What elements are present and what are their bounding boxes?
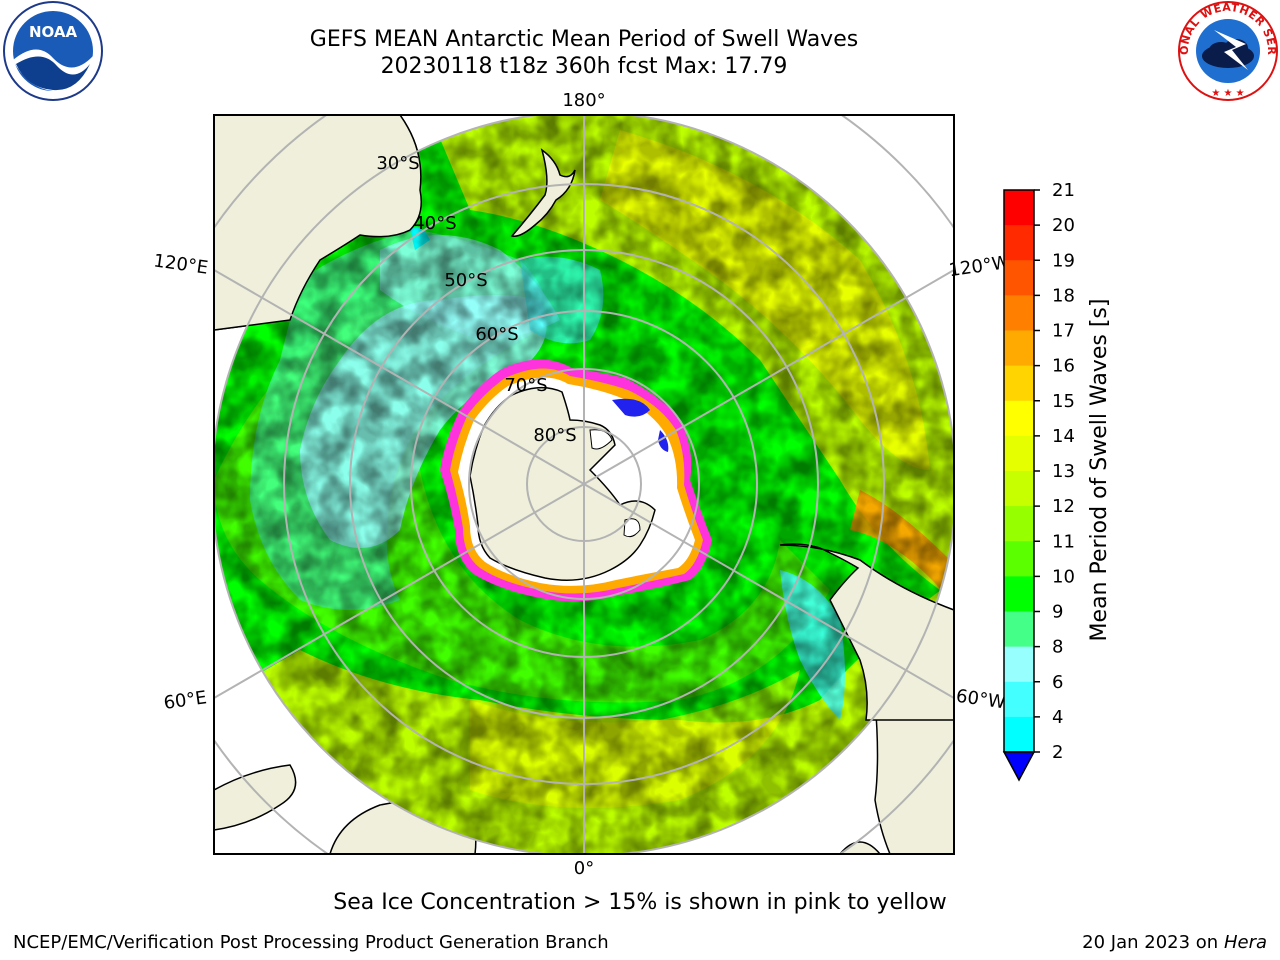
colorbar-bin (1004, 435, 1034, 472)
colorbar-bin (1004, 330, 1034, 367)
colorbar-tick-label: 18 (1052, 285, 1075, 306)
lon-label-60w: 60°W (955, 686, 1007, 714)
antarctica (440, 359, 712, 602)
colorbar-tick-label: 2 (1052, 742, 1063, 763)
colorbar-bin (1004, 716, 1034, 753)
colorbar-bin (1004, 400, 1034, 437)
colorbar-bin (1004, 611, 1034, 648)
colorbar-tick-label: 17 (1052, 321, 1075, 342)
lon-label-120w: 120°W (947, 252, 1011, 281)
colorbar-bin (1004, 471, 1034, 507)
footer-machine: Hera (1223, 932, 1267, 953)
lon-label-60e: 60°E (162, 687, 208, 714)
colorbar-bin (1004, 365, 1034, 402)
lat-label-30s: 30°S (376, 153, 419, 174)
colorbar-extension (1002, 751, 1036, 782)
nws-logo-icon: NATIONAL WEATHER SERVICE ★ ★ ★ (1176, 0, 1278, 101)
footer-date-text: 20 Jan 2023 on (1082, 932, 1224, 953)
graticule (214, 115, 954, 854)
map-frame (213, 114, 955, 855)
colorbar-tick-label: 14 (1052, 426, 1075, 447)
lat-label-80s: 80°S (533, 425, 576, 446)
colorbar-bin (1004, 260, 1034, 296)
colorbar-tick-label: 8 (1052, 637, 1063, 658)
lat-label-40s: 40°S (413, 213, 456, 234)
footer-producer: NCEP/EMC/Verification Post Processing Pr… (13, 932, 609, 953)
colorbar-bin (1004, 225, 1034, 261)
noaa-logo-text: NOAA (29, 23, 78, 41)
colorbar-tick-label: 12 (1052, 496, 1075, 517)
coastline-land (214, 115, 954, 721)
colorbar-bin (1004, 506, 1034, 542)
colorbar-tick-label: 11 (1052, 531, 1075, 552)
footer-date: 20 Jan 2023 on Hera (1082, 932, 1267, 953)
colorbar-label: Mean Period of Swell Waves [s] (1087, 299, 1112, 642)
colorbar-bin (1004, 541, 1034, 577)
colorbar-tick-label: 4 (1052, 707, 1063, 728)
colorbar: 21 20 19 18 17 16 15 14 13 12 11 10 9 8 6 4 2 (1002, 180, 1075, 782)
lat-label-70s: 70°S (504, 375, 547, 396)
colorbar-tick-label: 21 (1052, 180, 1075, 201)
colorbar-tick-label: 13 (1052, 461, 1075, 482)
colorbar-tick-label: 19 (1052, 250, 1075, 271)
sea-ice-note: Sea Ice Concentration > 15% is shown in … (333, 890, 947, 915)
colorbar-tick-label: 16 (1052, 356, 1075, 377)
map-subtitle: 20230118 t18z 360h fcst Max: 17.79 (380, 54, 788, 79)
lon-label-120e: 120°E (152, 250, 209, 278)
colorbar-bin (1004, 681, 1034, 718)
colorbar-tick-label: 10 (1052, 566, 1075, 587)
colorbar-bin (1004, 190, 1034, 226)
colorbar-tick-label: 9 (1052, 602, 1063, 623)
lat-label-50s: 50°S (444, 270, 487, 291)
lat-label-60s: 60°S (475, 324, 518, 345)
colorbar-bin (1004, 295, 1034, 331)
colorbar-bin (1004, 576, 1034, 612)
colorbar-bin (1004, 646, 1034, 683)
noaa-logo-icon: NOAA (3, 1, 103, 101)
colorbar-tick-label: 15 (1052, 391, 1075, 412)
lon-label-0: 0° (574, 858, 594, 879)
colorbar-tick-label: 20 (1052, 215, 1075, 236)
map-title: GEFS MEAN Antarctic Mean Period of Swell… (309, 27, 859, 52)
svg-text:★ ★ ★: ★ ★ ★ (1211, 88, 1244, 99)
colorbar-tick-label: 6 (1052, 672, 1063, 693)
lon-label-180: 180° (562, 90, 605, 111)
